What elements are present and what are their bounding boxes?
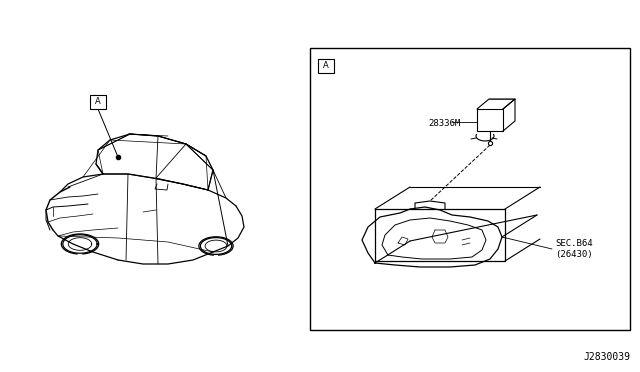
Bar bbox=[90, 95, 106, 109]
Text: SEC.B64: SEC.B64 bbox=[555, 238, 593, 247]
Text: A: A bbox=[95, 97, 101, 106]
Text: A: A bbox=[323, 61, 329, 71]
Text: J2830039: J2830039 bbox=[583, 352, 630, 362]
Text: (26430): (26430) bbox=[555, 250, 593, 260]
Bar bbox=[318, 59, 334, 73]
Bar bbox=[310, 48, 630, 330]
Text: 28336M: 28336M bbox=[428, 119, 460, 128]
